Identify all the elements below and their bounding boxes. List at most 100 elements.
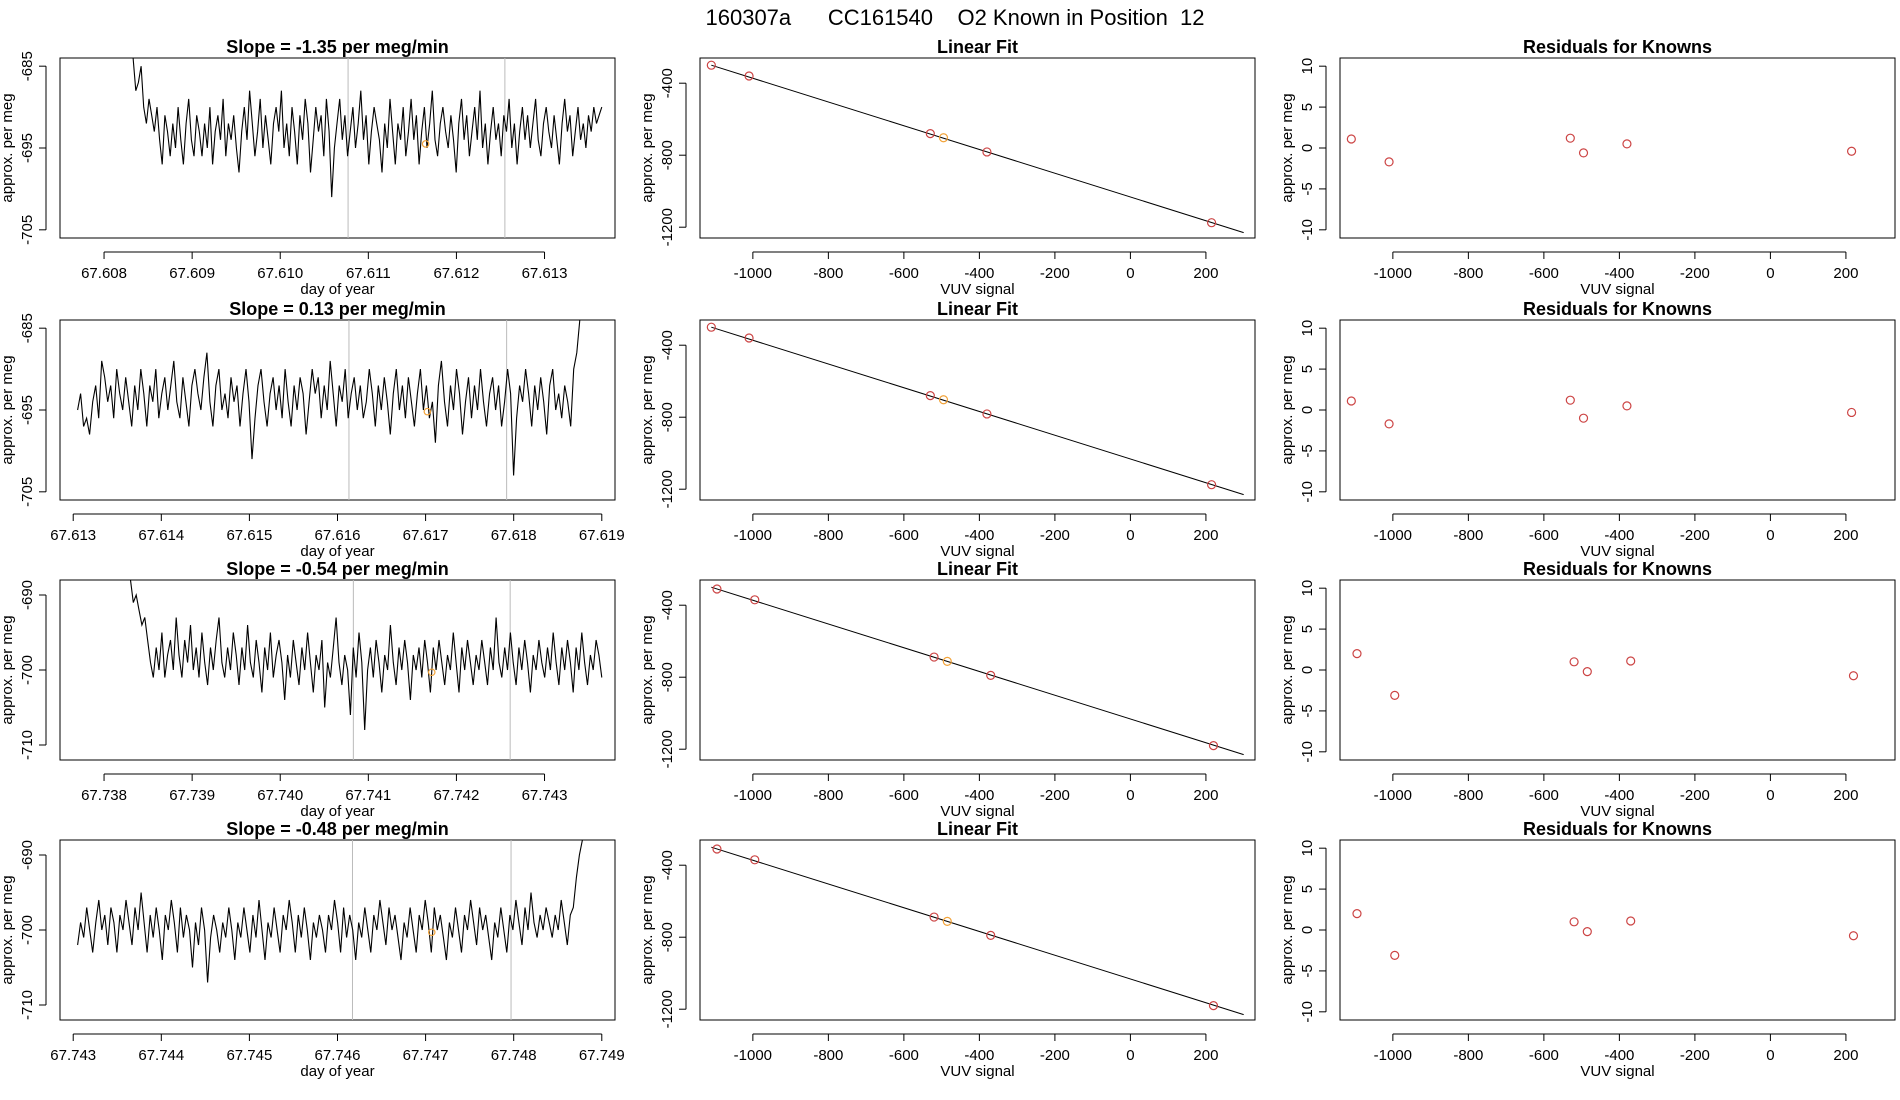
panel-3: Residuals for Knowns-1000 -800 -600 -400 -20… [1279,37,1896,298]
y-tick-label: 10 [1299,58,1316,75]
x-tick-label: 0 [1126,527,1134,544]
x-tick-label: 67.743 [522,787,568,804]
data-point [929,912,939,922]
plot-frame [699,57,1256,239]
panel-11: Linear Fit -1000 -800 -600 -400 -200 0 200 VUV s… [639,819,1256,1080]
y-tick-label: -685 [19,313,36,343]
panel-title: Linear Fit [937,819,1018,839]
x-tick-label: 67.739 [169,787,215,804]
x-tick-label: -800 [813,527,843,544]
x-tick-label: -400 [964,1047,994,1064]
data-point [982,147,992,157]
panel-title: Slope = -0.48 per meg/min [226,819,449,839]
panel-title: Linear Fit [937,299,1018,319]
x-axis-label: VUV signal [940,543,1014,560]
plot-area [1352,649,1859,700]
x-tick-label: -800 [1453,787,1483,804]
y-tick-label: -800 [659,402,676,432]
panel-4: Slope = 0.13 per meg/min 67.613 67.614 67.6… [0,299,625,560]
plot-frame [59,839,616,1021]
data-point [925,391,935,401]
x-tick-label: 67.613 [50,527,96,544]
x-tick-label: 67.615 [226,527,272,544]
x-tick-label: 200 [1833,265,1858,282]
x-tick-label: 67.742 [433,787,479,804]
x-axis-label: day of year [300,1063,374,1080]
y-tick-label: -695 [19,133,36,163]
x-tick-label: 200 [1833,787,1858,804]
plot-frame [1339,839,1896,1021]
data-point [712,844,722,854]
data-point [1848,671,1859,681]
panel-2: Linear Fit -1000 -800 -600 -400 -200 0 200 VUV s… [639,37,1256,298]
y-tick-label: -400 [659,850,676,880]
y-tick-label: -5 [1299,444,1316,457]
y-tick-label: -10 [1299,481,1316,503]
data-point [1569,917,1579,927]
x-tick-label: -800 [1453,265,1483,282]
x-tick-label: 67.611 [346,265,391,282]
x-tick-label: 0 [1126,1047,1134,1064]
x-tick-label: -600 [1529,265,1559,282]
y-tick-label: -400 [659,330,676,360]
data-point [1346,396,1356,406]
x-tick-label: -200 [1680,787,1710,804]
panel-title: Slope = 0.13 per meg/min [229,299,446,319]
plot-area [1346,395,1857,429]
x-tick-label: 67.743 [50,1047,96,1064]
data-point [1846,407,1857,418]
data-point [1846,146,1857,156]
data-point [1206,480,1217,490]
data-point [1384,157,1394,167]
data-series-line [132,58,603,198]
data-series-line [77,320,581,476]
data-point [750,595,760,605]
data-series-line [129,580,603,731]
x-tick-label: 200 [1193,265,1218,282]
y-tick-label: 0 [1299,144,1316,152]
x-tick-label: -600 [889,527,919,544]
x-tick-label: -200 [1680,265,1710,282]
x-tick-label: -800 [1453,1047,1483,1064]
data-point [706,322,716,332]
y-tick-label: -705 [19,215,36,245]
y-tick-label: -10 [1299,1001,1316,1023]
x-tick-label: -1000 [1374,787,1412,804]
plot-frame [699,319,1256,501]
x-tick-label: -800 [813,787,843,804]
x-tick-label: 0 [1766,787,1774,804]
panel-8: Linear Fit -1000 -800 -600 -400 -200 0 200 VUV s… [639,559,1256,820]
x-tick-label: 67.613 [522,265,568,282]
data-point [744,71,754,81]
figure-title: 160307a CC161540 O2 Known in Position 12 [706,5,1205,30]
x-tick-label: 0 [1766,527,1774,544]
panel-title: Slope = -0.54 per meg/min [226,559,449,579]
x-tick-label: 200 [1833,1047,1858,1064]
x-tick-label: -400 [1604,265,1634,282]
x-tick-label: 0 [1766,1047,1774,1064]
plot-area [706,60,1244,234]
data-point [1565,133,1575,143]
y-tick-label: -690 [19,840,36,870]
y-axis-label: approx. per meg [1279,875,1296,984]
data-point [925,129,935,139]
data-point [1352,909,1362,919]
x-axis-label: day of year [300,803,374,820]
plot-frame [59,319,616,501]
x-tick-label: -1000 [1374,527,1412,544]
x-tick-label: 67.749 [579,1047,625,1064]
x-tick-label: -800 [813,265,843,282]
x-tick-label: 200 [1833,527,1858,544]
x-tick-label: -400 [964,787,994,804]
data-point [982,409,992,419]
y-tick-label: -5 [1299,704,1316,717]
data-point [750,855,760,865]
x-tick-label: -400 [1604,1047,1634,1064]
y-tick-label: -685 [19,51,36,81]
x-tick-label: -1000 [1374,265,1412,282]
y-tick-label: -700 [19,655,36,685]
data-point [1582,927,1592,937]
x-tick-label: 67.741 [345,787,391,804]
data-point [1352,649,1362,659]
